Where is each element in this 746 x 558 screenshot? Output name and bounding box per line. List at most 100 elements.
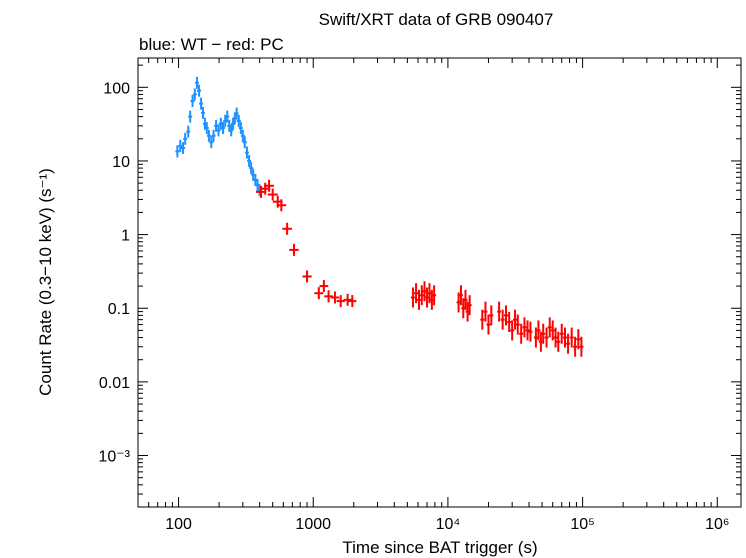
data-point-pc [556,331,561,352]
data-point-wt [204,122,209,135]
data-point-pc [510,320,515,341]
x-tick-label: 10⁵ [570,516,594,533]
data-point-wt [188,110,193,123]
data-point-pc [489,305,494,326]
data-point-wt [249,162,254,175]
x-axis-label: Time since BAT trigger (s) [342,538,537,557]
data-point-wt [221,122,226,135]
data-point-pc [573,336,578,357]
data-point-wt [199,97,204,110]
data-point-pc [533,327,538,348]
data-point-pc [343,293,352,306]
data-point-pc [507,312,512,333]
data-point-pc [427,283,432,304]
data-point-pc [289,243,299,256]
data-point-pc [538,331,543,352]
data-point-wt [183,132,188,145]
data-point-wt [216,124,221,137]
data-point-pc [483,301,488,322]
data-point-wt [240,129,245,142]
data-point-pc [480,309,485,330]
plot-frame [137,57,742,508]
data-point-pc [458,285,463,306]
data-point-pc [324,290,333,303]
data-point-wt [194,76,199,89]
data-point-wt [197,84,202,97]
data-point-pc [525,320,530,341]
y-tick-label: 0.1 [108,301,130,318]
data-point-wt [225,110,230,123]
data-point-wt [234,107,239,120]
data-point-pc [504,305,509,326]
plot-marks [175,76,584,357]
data-point-wt [192,88,197,101]
data-point-pc [497,301,502,322]
data-point-pc [264,179,275,192]
data-point-pc [559,323,564,344]
data-point-pc [302,270,312,283]
axis-tick-labels: 100 1000 10⁴ 10⁵ 10⁶ 100 10 1 0.1 0.01 10⁻³ [98,80,729,533]
y-tick-label: 100 [103,80,130,97]
data-point-wt [181,141,186,154]
data-point-wt [178,139,183,152]
data-point-pc [422,281,427,302]
data-point-wt [206,129,211,142]
data-point-wt [211,129,216,142]
data-point-pc [528,321,533,342]
y-tick-label: 0.01 [99,375,130,392]
data-point-wt [242,136,247,149]
data-point-pc [425,287,430,308]
data-point-wt [209,136,214,149]
y-tick-label: 10⁻³ [98,449,130,466]
data-point-pc [486,314,491,335]
data-point-pc [544,327,549,348]
chart-subtitle: blue: WT − red: PC [139,35,284,54]
data-point-pc [562,327,567,348]
x-tick-label: 10⁴ [436,516,461,533]
data-point-pc [579,336,584,357]
data-point-pc [348,295,357,308]
data-point-wt [238,122,243,135]
data-point-pc [541,323,546,344]
y-tick-label: 10 [112,154,130,171]
x-tick-label: 100 [165,516,192,533]
data-point-pc [414,283,419,304]
data-point-pc [553,327,558,348]
data-point-pc [550,320,555,341]
data-point-pc [515,314,520,335]
data-point-pc [463,289,468,310]
chart-title: Swift/XRT data of GRB 090407 [319,10,554,29]
data-point-pc [500,309,505,330]
data-point-pc [330,291,340,304]
data-point-wt [236,114,241,127]
data-point-pc [432,285,437,306]
data-point-wt [247,154,252,167]
y-axis-label: Count Rate (0.3−10 keV) (s⁻¹) [36,168,55,396]
data-point-pc [566,333,571,354]
data-point-pc [513,309,518,330]
data-point-wt [244,146,249,159]
axis-ticks [137,58,741,508]
data-point-wt [214,119,219,132]
data-point-pc [569,327,574,348]
data-point-pc [467,295,472,316]
data-point-pc [547,317,552,338]
data-point-wt [229,124,234,137]
data-point-pc [319,280,329,293]
data-point-pc [576,329,581,350]
data-point-pc [314,287,324,300]
data-point-pc [282,222,292,235]
data-point-pc [536,320,541,341]
data-point-pc [276,199,287,212]
x-tick-label: 10⁶ [705,516,729,533]
data-point-pc [456,292,461,313]
data-point-pc [519,323,524,344]
data-point-wt [175,145,180,158]
x-tick-label: 1000 [295,516,331,533]
data-point-pc [417,289,422,310]
data-point-pc [336,295,345,308]
data-point-wt [201,106,206,119]
data-point-pc [267,188,278,201]
data-point-pc [419,285,424,306]
